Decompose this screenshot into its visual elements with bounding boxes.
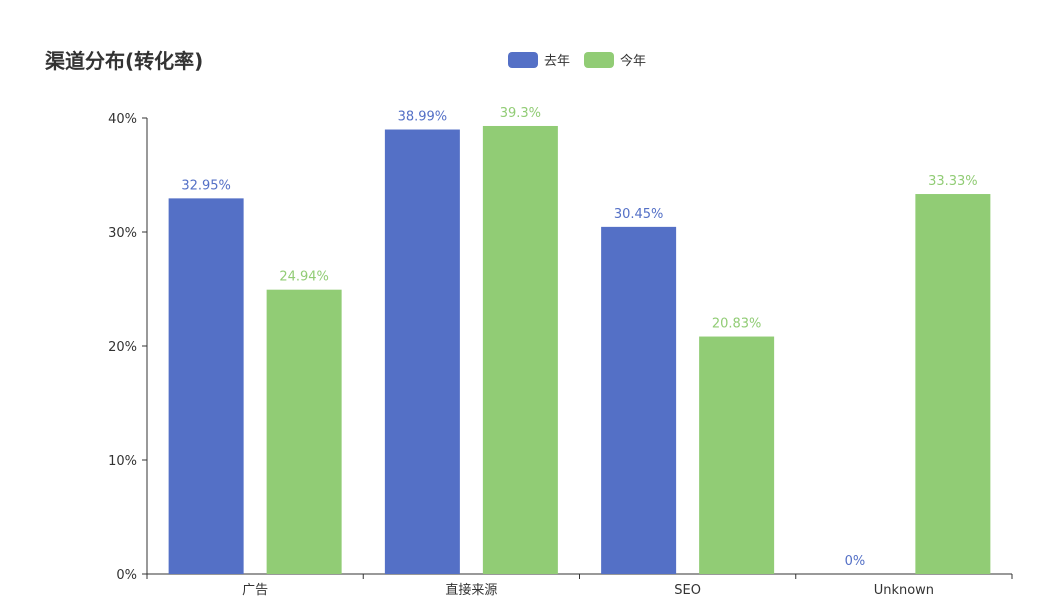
- bar-data-label: 38.99%: [398, 110, 448, 125]
- bar-data-label: 39.3%: [500, 106, 541, 121]
- legend-item-this-year[interactable]: 今年: [584, 50, 646, 69]
- bar-data-label: 33.33%: [928, 174, 978, 189]
- bar[interactable]: [915, 194, 991, 574]
- bar[interactable]: [699, 336, 775, 574]
- x-tick-label: SEO: [674, 583, 701, 598]
- bar[interactable]: [266, 289, 342, 574]
- bar[interactable]: [482, 125, 558, 574]
- bar-data-label: 32.95%: [181, 178, 231, 193]
- chart-title: 渠道分布(转化率): [45, 49, 204, 73]
- bar-data-label: 20.83%: [712, 317, 762, 332]
- y-tick-label: 20%: [108, 340, 137, 355]
- bar[interactable]: [384, 129, 460, 574]
- y-tick-label: 0%: [116, 568, 137, 583]
- legend-swatch-this-year: [584, 51, 615, 68]
- bar[interactable]: [168, 198, 244, 574]
- y-tick-label: 40%: [108, 112, 137, 127]
- legend-label-last-year: 去年: [544, 54, 571, 69]
- x-tick-label: Unknown: [874, 583, 934, 598]
- y-tick-label: 30%: [108, 226, 137, 241]
- legend-swatch-last-year: [508, 51, 538, 68]
- legend-label-this-year: 今年: [620, 54, 647, 69]
- bar-data-label: 30.45%: [614, 207, 664, 222]
- legend: 去年 今年: [508, 50, 646, 69]
- y-tick-label: 10%: [108, 454, 137, 469]
- bar-data-label: 24.94%: [279, 270, 329, 285]
- bar-data-label: 0%: [845, 554, 866, 569]
- bar[interactable]: [601, 226, 677, 574]
- legend-item-last-year[interactable]: 去年: [508, 50, 570, 69]
- x-tick-label: 广告: [242, 583, 268, 598]
- x-tick-label: 直接来源: [445, 582, 497, 598]
